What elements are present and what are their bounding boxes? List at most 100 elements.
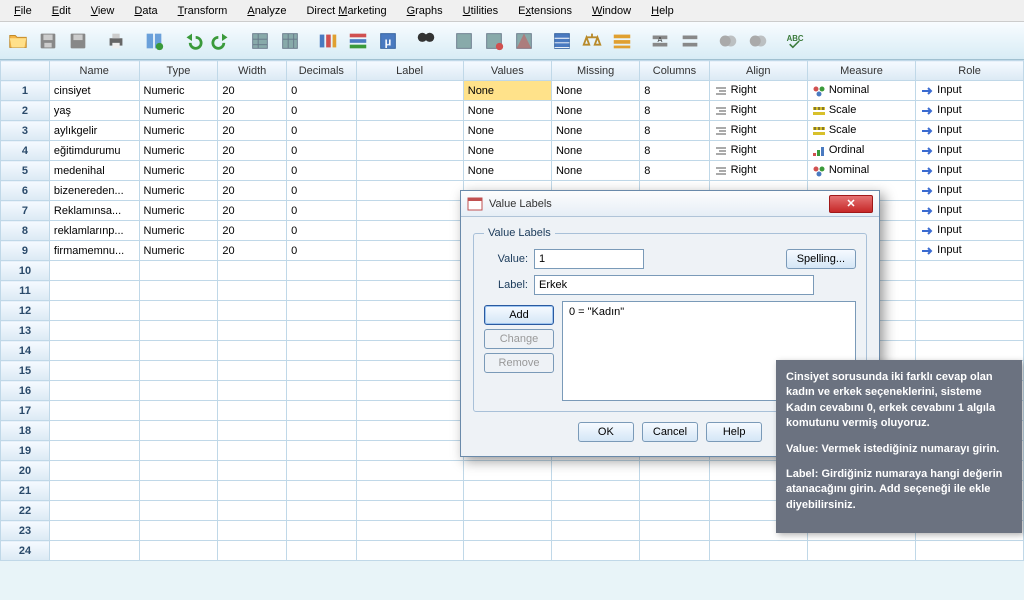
- cell-dec[interactable]: 0: [287, 141, 356, 161]
- cell-label[interactable]: [356, 201, 463, 221]
- row-header[interactable]: 7: [1, 201, 50, 221]
- col-decimals[interactable]: Decimals: [287, 61, 356, 81]
- col-values[interactable]: Values: [463, 61, 551, 81]
- col-measure[interactable]: Measure: [807, 61, 915, 81]
- cell-empty[interactable]: [916, 281, 1024, 301]
- cell-empty[interactable]: [640, 461, 709, 481]
- cell-empty[interactable]: [356, 521, 463, 541]
- cell-empty[interactable]: [551, 501, 639, 521]
- menu-transform[interactable]: Transform: [168, 3, 238, 19]
- cell-width[interactable]: 20: [218, 221, 287, 241]
- cell-measure[interactable]: Scale: [807, 121, 915, 141]
- value-input[interactable]: [534, 249, 644, 269]
- cell-empty[interactable]: [49, 541, 139, 561]
- cell-empty[interactable]: [551, 461, 639, 481]
- menu-help[interactable]: Help: [641, 3, 684, 19]
- cell-label[interactable]: [356, 121, 463, 141]
- cell-empty[interactable]: [287, 541, 356, 561]
- cell-empty[interactable]: [356, 501, 463, 521]
- row-header[interactable]: 5: [1, 161, 50, 181]
- cell-label[interactable]: [356, 181, 463, 201]
- row-header[interactable]: 11: [1, 281, 50, 301]
- cell-empty[interactable]: [356, 421, 463, 441]
- row-header[interactable]: 8: [1, 221, 50, 241]
- cell-values[interactable]: None: [463, 101, 551, 121]
- cell-name[interactable]: cinsiyet: [49, 81, 139, 101]
- save-icon[interactable]: [34, 27, 62, 55]
- cell-empty[interactable]: [640, 521, 709, 541]
- use-sets-icon[interactable]: A: [646, 27, 674, 55]
- cell-empty[interactable]: [139, 261, 218, 281]
- cell-dec[interactable]: 0: [287, 201, 356, 221]
- row-header[interactable]: 24: [1, 541, 50, 561]
- cell-empty[interactable]: [287, 461, 356, 481]
- cell-empty[interactable]: [218, 481, 287, 501]
- cell-empty[interactable]: [139, 281, 218, 301]
- col-columns[interactable]: Columns: [640, 61, 709, 81]
- cell-empty[interactable]: [218, 301, 287, 321]
- cell-label[interactable]: [356, 221, 463, 241]
- cell-width[interactable]: 20: [218, 181, 287, 201]
- insert-case-icon[interactable]: [450, 27, 478, 55]
- cell-label[interactable]: [356, 141, 463, 161]
- recall-icon[interactable]: [140, 27, 168, 55]
- cell-dec[interactable]: 0: [287, 101, 356, 121]
- cell-empty[interactable]: [218, 321, 287, 341]
- redo-icon[interactable]: [208, 27, 236, 55]
- cell-empty[interactable]: [287, 341, 356, 361]
- cell-cols[interactable]: 8: [640, 121, 709, 141]
- cell-type[interactable]: Numeric: [139, 121, 218, 141]
- cell-empty[interactable]: [640, 501, 709, 521]
- cell-type[interactable]: Numeric: [139, 221, 218, 241]
- cell-missing[interactable]: None: [551, 101, 639, 121]
- label-input[interactable]: [534, 275, 814, 295]
- col-role[interactable]: Role: [916, 61, 1024, 81]
- cell-type[interactable]: Numeric: [139, 141, 218, 161]
- cell-empty[interactable]: [218, 541, 287, 561]
- goto-var-icon[interactable]: [276, 27, 304, 55]
- cell-empty[interactable]: [139, 481, 218, 501]
- cell-width[interactable]: 20: [218, 141, 287, 161]
- cell-empty[interactable]: [139, 501, 218, 521]
- cell-role[interactable]: Input: [916, 141, 1024, 161]
- save-as-icon[interactable]: [64, 27, 92, 55]
- cell-missing[interactable]: None: [551, 81, 639, 101]
- menu-analyze[interactable]: Analyze: [237, 3, 296, 19]
- cell-name[interactable]: bizenereden...: [49, 181, 139, 201]
- cell-empty[interactable]: [49, 321, 139, 341]
- col-missing[interactable]: Missing: [551, 61, 639, 81]
- row-header[interactable]: 9: [1, 241, 50, 261]
- row-header[interactable]: 12: [1, 301, 50, 321]
- cell-empty[interactable]: [287, 261, 356, 281]
- cell-empty[interactable]: [356, 461, 463, 481]
- cell-align[interactable]: Right: [709, 141, 807, 161]
- cell-align[interactable]: Right: [709, 101, 807, 121]
- cell-role[interactable]: Input: [916, 241, 1024, 261]
- weight-icon[interactable]: [578, 27, 606, 55]
- cell-empty[interactable]: [356, 281, 463, 301]
- open-icon[interactable]: [4, 27, 32, 55]
- cell-name[interactable]: eğitimdurumu: [49, 141, 139, 161]
- cell-role[interactable]: Input: [916, 201, 1024, 221]
- cell-empty[interactable]: [916, 261, 1024, 281]
- undo-icon[interactable]: [178, 27, 206, 55]
- cell-dec[interactable]: 0: [287, 161, 356, 181]
- cell-empty[interactable]: [463, 481, 551, 501]
- cell-measure[interactable]: Scale: [807, 101, 915, 121]
- cell-empty[interactable]: [287, 361, 356, 381]
- row-header[interactable]: 4: [1, 141, 50, 161]
- cell-empty[interactable]: [287, 301, 356, 321]
- ok-button[interactable]: OK: [578, 422, 634, 442]
- cell-empty[interactable]: [139, 381, 218, 401]
- find-icon[interactable]: [412, 27, 440, 55]
- row-header[interactable]: 21: [1, 481, 50, 501]
- cell-name[interactable]: firmamemnu...: [49, 241, 139, 261]
- cell-empty[interactable]: [356, 481, 463, 501]
- close-button[interactable]: ✕: [829, 195, 873, 213]
- cell-cols[interactable]: 8: [640, 81, 709, 101]
- cell-type[interactable]: Numeric: [139, 161, 218, 181]
- cell-align[interactable]: Right: [709, 121, 807, 141]
- cell-width[interactable]: 20: [218, 81, 287, 101]
- cell-empty[interactable]: [49, 281, 139, 301]
- split-icon[interactable]: [510, 27, 538, 55]
